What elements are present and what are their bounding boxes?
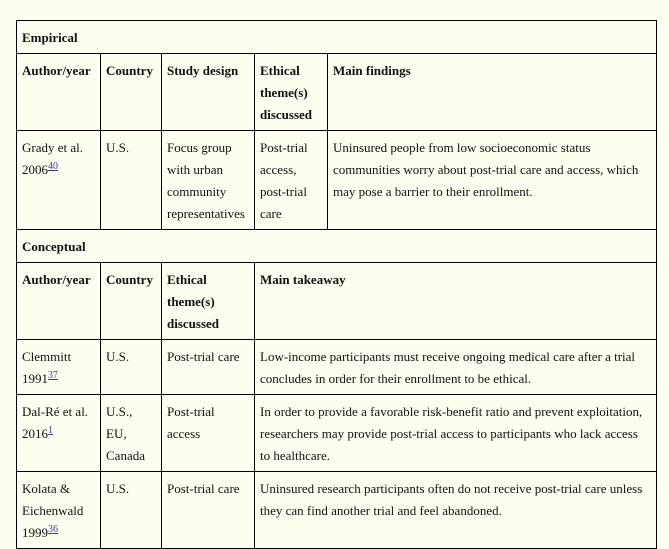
author-text: Grady et al. 2006	[22, 140, 84, 177]
theme-cell: Post-trial access	[161, 394, 255, 472]
conceptual-header-row: Author/year Country Ethical theme(s) dis…	[16, 262, 657, 340]
takeaway-cell: Low-income participants must receive ong…	[254, 339, 657, 395]
empirical-section-title: Empirical	[16, 20, 657, 54]
theme-cell: Post-trial care	[161, 339, 255, 395]
country-cell: U.S.	[100, 130, 162, 230]
empirical-header-row: Author/year Country Study design Ethical…	[16, 53, 657, 131]
header-country: Country	[100, 262, 162, 340]
theme-cell: Post-trial access, post-trial care	[254, 130, 328, 230]
header-main-findings: Main findings	[327, 53, 657, 131]
country-cell: U.S.	[100, 471, 162, 549]
finding-cell: Uninsured people from low socioeconomic …	[327, 130, 657, 230]
header-author-year: Author/year	[16, 262, 101, 340]
theme-cell: Post-trial care	[161, 471, 255, 549]
studies-table: Empirical Author/year Country Study desi…	[16, 20, 657, 549]
header-main-takeaway: Main takeaway	[254, 262, 657, 340]
reference-link[interactable]: 40	[48, 160, 58, 172]
takeaway-cell: In order to provide a favorable risk-ben…	[254, 394, 657, 472]
reference-link[interactable]: 1	[48, 424, 53, 436]
table-row: Kolata & Eichenwald 199936 U.S. Post-tri…	[16, 471, 657, 549]
conceptual-section-row: Conceptual	[16, 229, 657, 263]
reference-link[interactable]: 36	[48, 523, 58, 535]
takeaway-cell: Uninsured research participants often do…	[254, 471, 657, 549]
author-cell: Dal-Ré et al. 20161	[16, 394, 101, 472]
author-cell: Kolata & Eichenwald 199936	[16, 471, 101, 549]
author-cell: Clemmitt 199137	[16, 339, 101, 395]
country-cell: U.S., EU, Canada	[100, 394, 162, 472]
table-row: Dal-Ré et al. 20161 U.S., EU, Canada Pos…	[16, 394, 657, 472]
header-country: Country	[100, 53, 162, 131]
header-author-year: Author/year	[16, 53, 101, 131]
author-text: Kolata & Eichenwald 1999	[22, 481, 84, 540]
reference-link[interactable]: 37	[48, 369, 58, 381]
table-row: Clemmitt 199137 U.S. Post-trial care Low…	[16, 339, 657, 395]
header-ethical-theme: Ethical theme(s) discussed	[161, 262, 255, 340]
header-ethical-theme: Ethical theme(s) discussed	[254, 53, 328, 131]
country-cell: U.S.	[100, 339, 162, 395]
empirical-section-row: Empirical	[16, 20, 657, 54]
author-text: Dal-Ré et al. 2016	[22, 404, 89, 441]
table-row: Grady et al. 200640 U.S. Focus group wit…	[16, 130, 657, 230]
header-study-design: Study design	[161, 53, 255, 131]
author-cell: Grady et al. 200640	[16, 130, 101, 230]
design-cell: Focus group with urban community represe…	[161, 130, 255, 230]
conceptual-section-title: Conceptual	[16, 229, 657, 263]
author-text: Clemmitt 1991	[22, 349, 72, 386]
